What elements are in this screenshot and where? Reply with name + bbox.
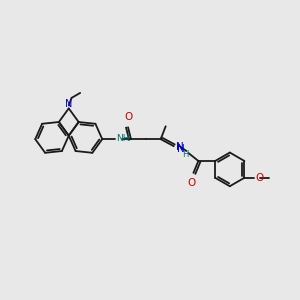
Text: O: O [187, 178, 196, 188]
Text: H: H [182, 149, 189, 158]
Text: N: N [176, 142, 183, 152]
Text: N: N [177, 144, 184, 154]
Text: NH: NH [116, 134, 130, 143]
Text: O: O [255, 173, 263, 183]
Text: O: O [124, 112, 132, 122]
Text: N: N [65, 99, 72, 110]
